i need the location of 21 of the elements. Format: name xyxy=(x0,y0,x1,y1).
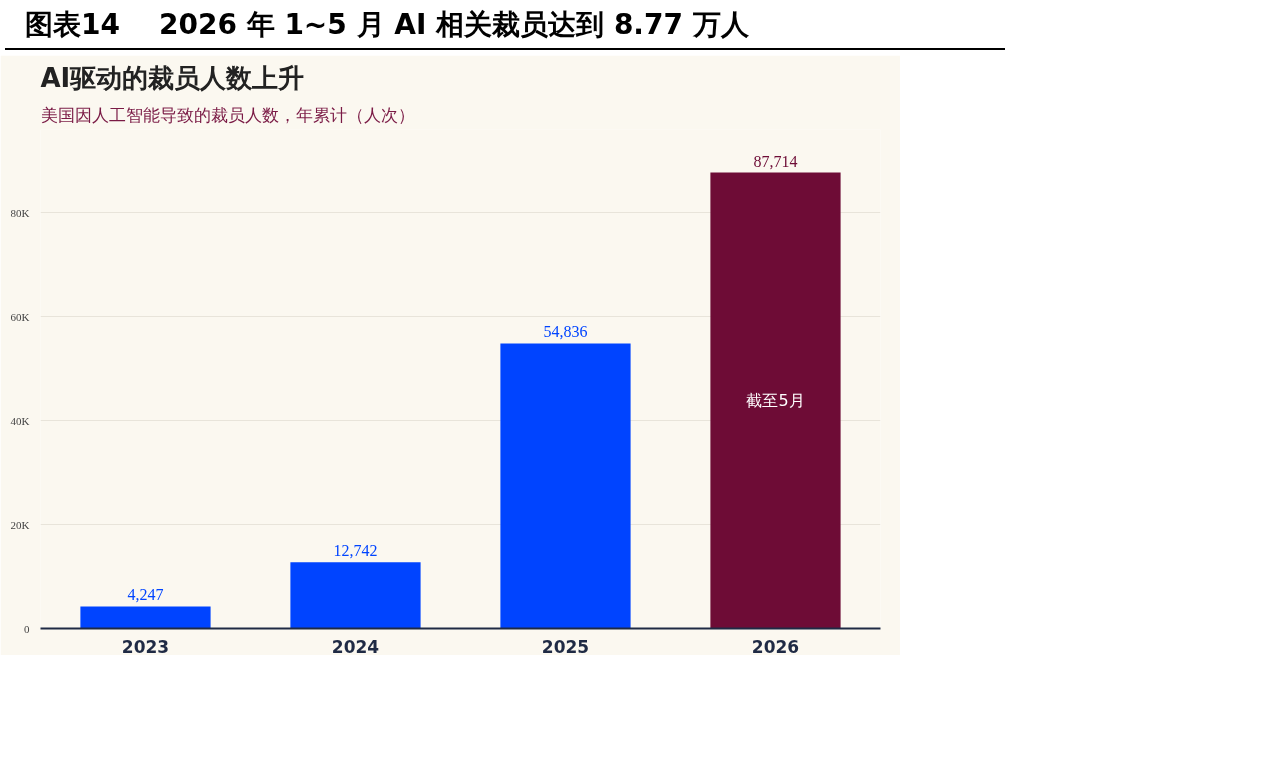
text: 图表14 2026 年 1~5 月 AI 相关裁员达到 8.77 万人 xyxy=(25,7,749,43)
x-tick-label: 2024 xyxy=(331,636,380,657)
bar xyxy=(80,606,211,629)
chart-title: AI驱动的裁员人数上升 xyxy=(40,62,305,93)
x-tick-label: 2026 xyxy=(751,636,800,657)
data-label: 12,742 xyxy=(333,542,378,560)
data-label: 87,714 xyxy=(753,152,798,170)
bar xyxy=(710,172,841,629)
y-tick-label: 40K xyxy=(10,414,30,427)
y-tick-label: 0 xyxy=(24,622,30,635)
x-tick-label: 2025 xyxy=(541,636,590,657)
y-tick-label: 20K xyxy=(10,518,30,531)
y-tick-label: 80K xyxy=(10,206,30,219)
data-label: 4,247 xyxy=(127,586,164,604)
bar xyxy=(290,562,421,629)
chart-subtitle: 美国因人工智能导致的裁员人数，年累计（人次） xyxy=(40,104,415,125)
annotation: 截至5月 xyxy=(746,391,805,411)
bar xyxy=(500,343,631,629)
y-tick-label: 60K xyxy=(10,310,30,323)
data-label: 54,836 xyxy=(543,323,588,341)
x-tick-label: 2023 xyxy=(121,636,170,657)
